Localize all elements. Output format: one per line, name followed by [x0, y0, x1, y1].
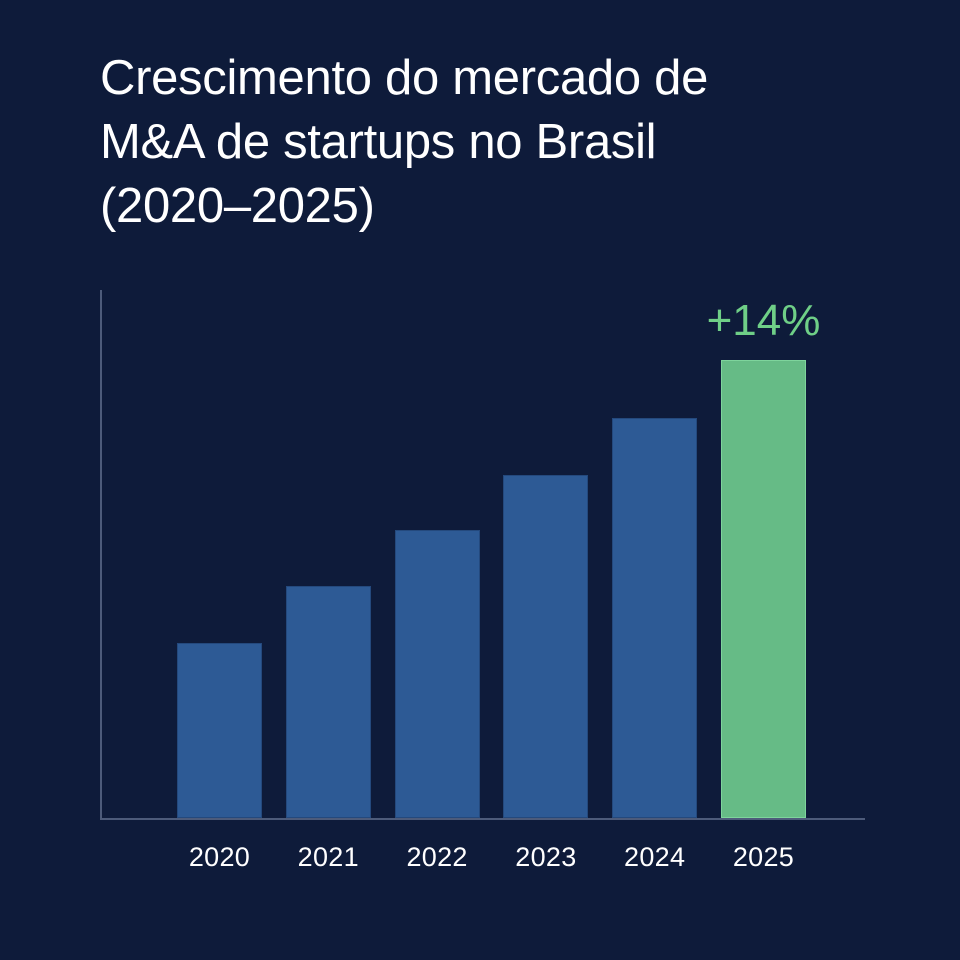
chart-title-line-1: Crescimento do mercado de [100, 51, 709, 105]
bar-2024 [612, 418, 698, 818]
bar-2023 [503, 475, 589, 818]
x-axis-line [100, 818, 865, 820]
x-tick-label-2021: 2021 [297, 842, 359, 872]
x-tick-label-2020: 2020 [188, 842, 251, 872]
bar-2020 [177, 643, 262, 818]
chart-title-line-2: M&A de startups no Brasil [100, 115, 657, 169]
x-tick-label-2022: 2022 [406, 842, 468, 872]
bar-2022 [394, 530, 480, 818]
bar-2021 [285, 586, 371, 818]
x-tick-label-2024: 2024 [624, 842, 686, 872]
y-axis-line [100, 290, 102, 819]
chart-title: Crescimento do mercado de M&A de startup… [100, 46, 880, 238]
bar-2025 [721, 360, 806, 818]
growth-annotation: +14% [706, 296, 821, 345]
x-tick-label-2023: 2023 [515, 842, 577, 872]
chart-title-line-3: (2020–2025) [100, 179, 375, 233]
x-tick-label-2025: 2025 [732, 842, 795, 872]
